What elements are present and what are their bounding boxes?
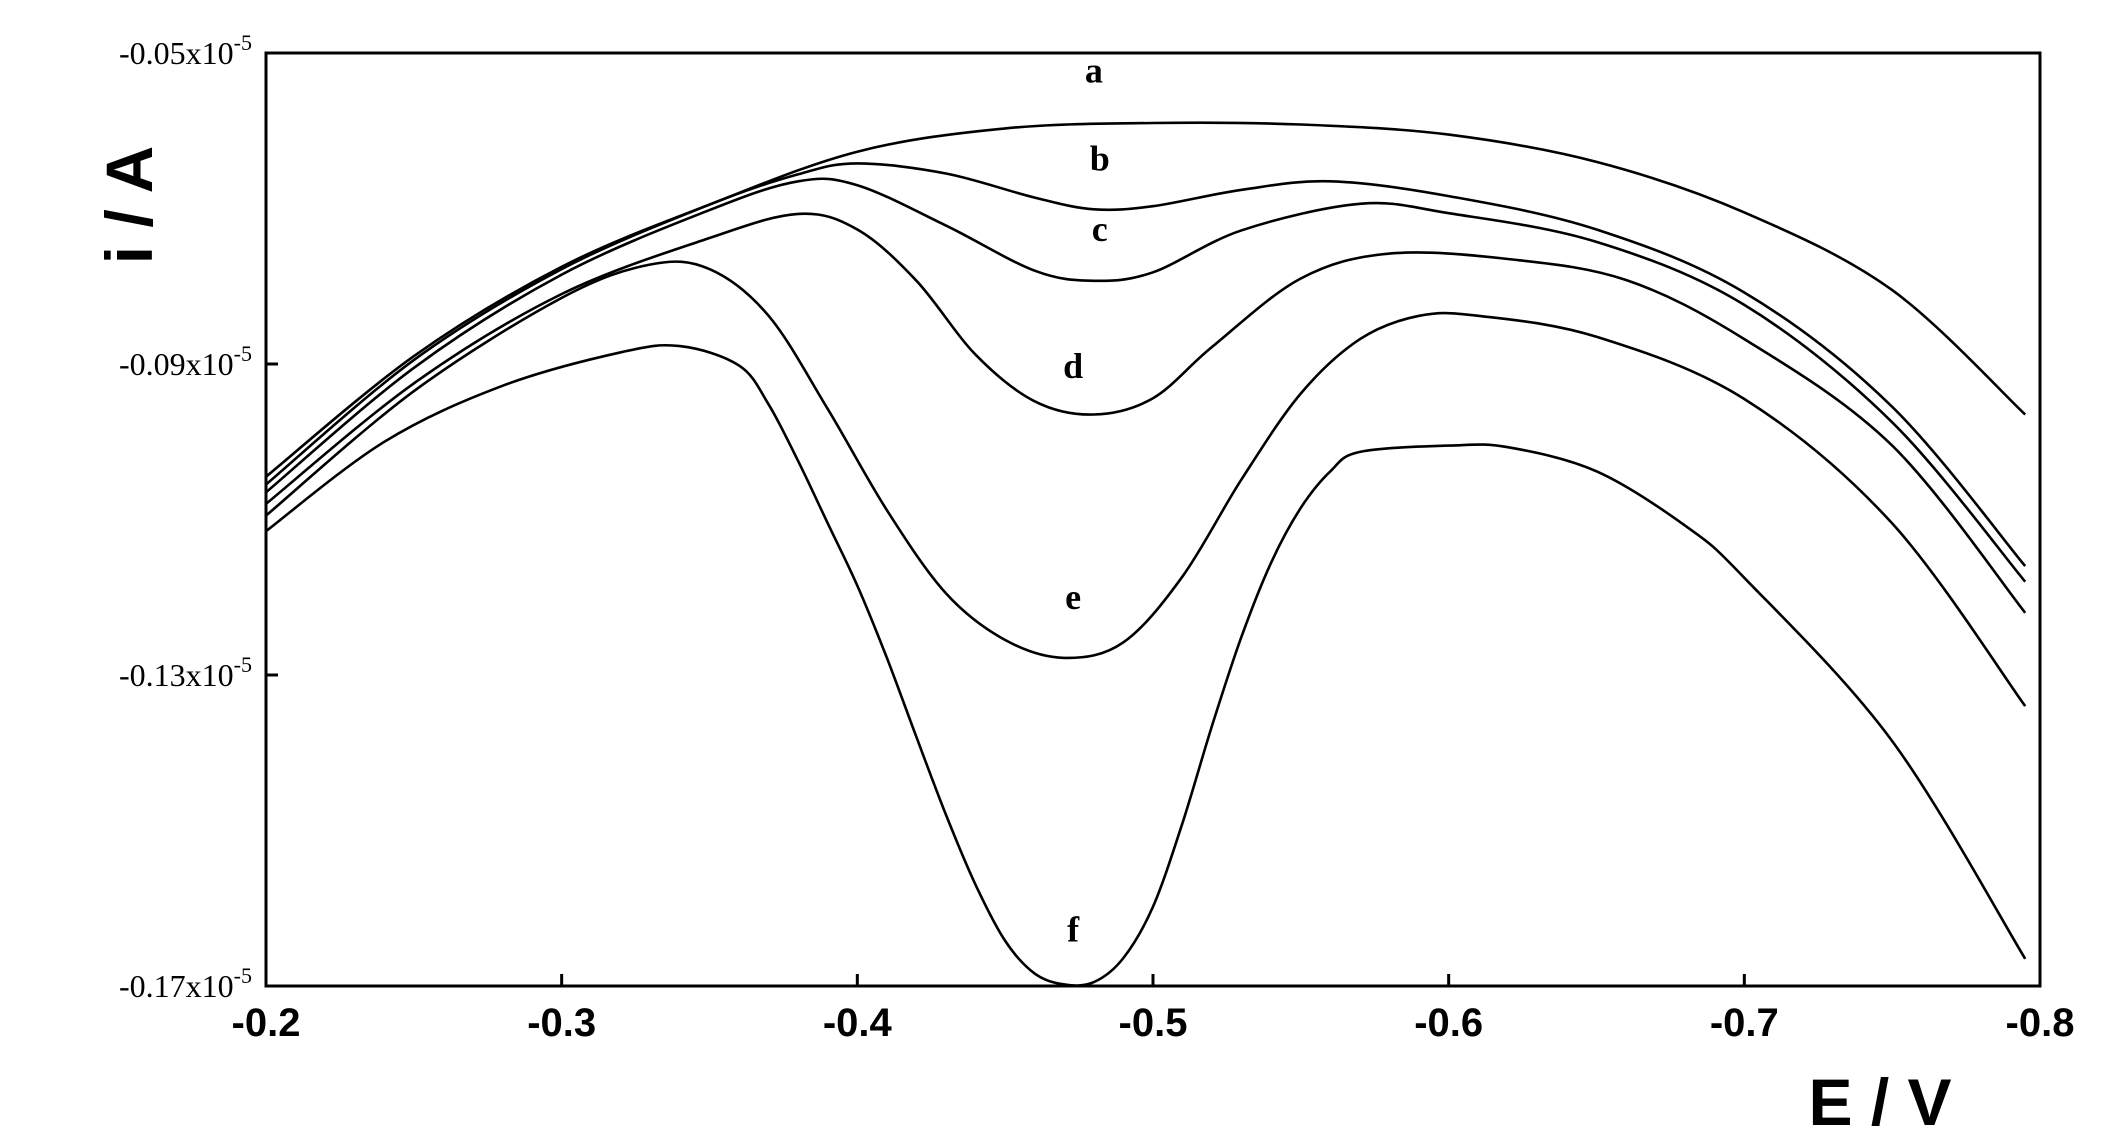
series-line-a	[265, 121, 2027, 478]
series-label-a: a	[1085, 51, 1103, 91]
y-tick-label: -0.17x10-5	[119, 963, 252, 1004]
x-tick-label: -0.5	[1119, 1001, 1188, 1045]
plot-frame	[264, 51, 2042, 988]
x-axis-title: E / V	[1808, 1065, 1951, 1139]
x-tick-label: -0.6	[1414, 1001, 1483, 1045]
y-tick-label: -0.05x10-5	[119, 30, 252, 71]
x-tick-label: -0.2	[232, 1001, 301, 1045]
series-label-f: f	[1067, 910, 1080, 950]
x-tick-label: -0.3	[527, 1001, 596, 1045]
series-label-e: e	[1065, 577, 1081, 617]
y-tick-label: -0.13x10-5	[119, 652, 252, 693]
x-tick-label: -0.7	[1710, 1001, 1779, 1045]
x-tick-label: -0.8	[2006, 1001, 2075, 1045]
series-curves	[265, 121, 2027, 987]
series-label-c: c	[1092, 209, 1108, 249]
series-label-d: d	[1063, 346, 1083, 386]
series-line-e	[265, 260, 2027, 707]
y-axis-title: i / A	[92, 146, 166, 265]
y-tick-label: -0.09x10-5	[119, 341, 252, 382]
series-line-d	[265, 212, 2027, 614]
x-tick-label: -0.4	[823, 1001, 893, 1045]
y-axis-ticks: -0.05x10-5 -0.09x10-5 -0.13x10-5 -0.17x10-5	[119, 30, 278, 1004]
series-line-c	[265, 177, 2027, 583]
series-line-b	[265, 162, 2027, 567]
series-label-b: b	[1090, 138, 1110, 178]
series-line-f	[265, 343, 2027, 987]
series-labels: a bc d e f	[1063, 51, 1110, 950]
x-axis-ticks: -0.2 -0.3 -0.4 -0.5 -0.6 -0.7 -0.8	[232, 974, 2075, 1045]
